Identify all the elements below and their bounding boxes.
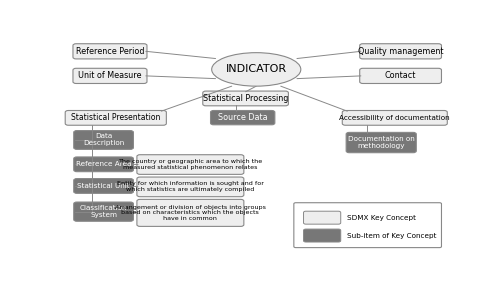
FancyBboxPatch shape — [304, 211, 341, 224]
Text: Unit of Measure: Unit of Measure — [78, 71, 142, 80]
FancyBboxPatch shape — [203, 91, 288, 106]
FancyBboxPatch shape — [74, 130, 134, 149]
FancyBboxPatch shape — [294, 203, 442, 248]
FancyBboxPatch shape — [210, 110, 275, 125]
FancyBboxPatch shape — [360, 68, 442, 84]
Text: Reference Period: Reference Period — [76, 47, 144, 56]
Text: Sub-item of Key Concept: Sub-item of Key Concept — [346, 233, 436, 239]
Text: Entity for which information is sought and for
which statistics are ultimately c: Entity for which information is sought a… — [117, 182, 264, 192]
Text: Quality management: Quality management — [358, 47, 444, 56]
FancyBboxPatch shape — [73, 44, 147, 59]
Text: INDICATOR: INDICATOR — [226, 64, 287, 75]
FancyBboxPatch shape — [137, 155, 244, 174]
FancyBboxPatch shape — [346, 132, 416, 153]
Text: Reference Area: Reference Area — [76, 161, 132, 167]
FancyBboxPatch shape — [137, 177, 244, 197]
Text: Statistical Unit: Statistical Unit — [78, 183, 130, 189]
FancyBboxPatch shape — [73, 68, 147, 84]
Text: Statistical Processing: Statistical Processing — [203, 94, 288, 103]
Ellipse shape — [212, 53, 301, 86]
Text: The country or geographic area to which the
measured statistical phenomenon rela: The country or geographic area to which … — [118, 159, 262, 170]
Text: Statistical Presentation: Statistical Presentation — [71, 113, 160, 122]
FancyBboxPatch shape — [65, 110, 166, 125]
FancyBboxPatch shape — [360, 44, 442, 59]
Text: Documentation on
methodology: Documentation on methodology — [348, 136, 414, 149]
Text: Accessibility of documentation: Accessibility of documentation — [340, 115, 450, 121]
Text: Arrangement or division of objects into groups
based on characteristics which th: Arrangement or division of objects into … — [115, 204, 266, 221]
Text: SDMX Key Concept: SDMX Key Concept — [346, 215, 416, 221]
Text: Contact: Contact — [385, 71, 416, 80]
FancyBboxPatch shape — [342, 110, 448, 125]
FancyBboxPatch shape — [137, 199, 244, 226]
Text: Data
Description: Data Description — [83, 133, 124, 146]
Text: Classification
System: Classification System — [80, 205, 128, 218]
FancyBboxPatch shape — [74, 179, 134, 193]
FancyBboxPatch shape — [304, 229, 341, 242]
FancyBboxPatch shape — [74, 202, 134, 221]
Text: Source Data: Source Data — [218, 113, 268, 122]
FancyBboxPatch shape — [74, 157, 134, 172]
